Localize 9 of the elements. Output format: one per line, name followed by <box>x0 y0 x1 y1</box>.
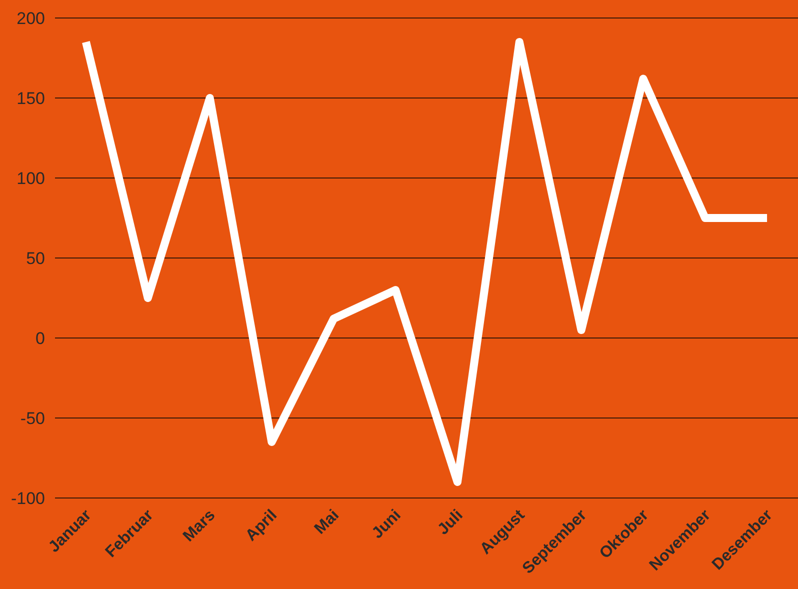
y-tick-label: -100 <box>10 488 45 508</box>
x-tick-label: Juli <box>434 506 466 538</box>
y-tick-label: 50 <box>26 248 45 268</box>
y-tick-label: 150 <box>16 88 45 108</box>
x-tick-label: Mai <box>312 506 342 538</box>
y-tick-label: 0 <box>36 328 45 348</box>
y-tick-label: -50 <box>20 408 45 428</box>
y-tick-label: 100 <box>16 168 45 188</box>
y-tick-label: 200 <box>16 8 45 28</box>
